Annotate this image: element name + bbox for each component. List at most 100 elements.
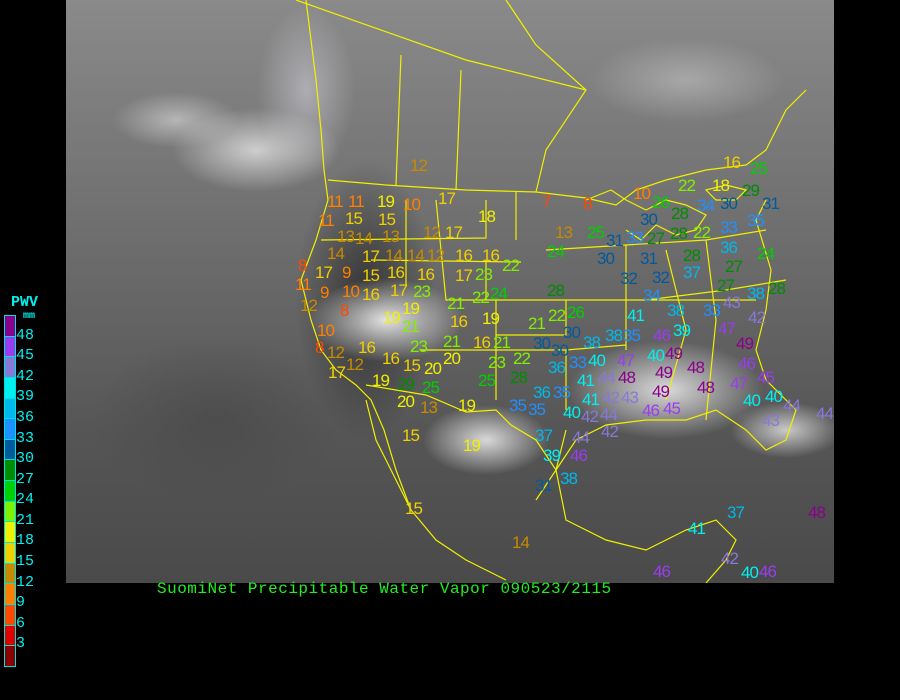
station-pwv-value: 21 [528,314,546,333]
station-pwv-value: 16 [387,263,405,282]
station-pwv-value: 30 [720,194,738,213]
legend-label: 48 [16,326,35,344]
station-pwv-value: 30 [551,341,569,360]
station-pwv-value: 26 [567,303,585,322]
legend-label: 42 [16,367,35,385]
legend-swatch [5,419,15,440]
station-pwv-value: 48 [618,368,636,387]
station-pwv-value: 16 [455,246,473,265]
station-pwv-value: 12 [300,296,318,315]
station-pwv-value: 20 [443,349,461,368]
legend-label: 33 [16,429,35,447]
station-pwv-value: 8 [583,194,593,213]
station-pwv-value: 16 [450,312,468,331]
station-pwv-value: 16 [358,338,376,357]
station-pwv-value: 10 [342,282,360,301]
station-pwv-value: 45 [757,368,775,387]
station-pwv-value: 42 [581,407,599,426]
station-pwv-value: 43 [762,411,780,430]
mexico-coast [555,469,737,583]
station-pwv-value: 22 [548,306,566,325]
legend-label: 45 [16,347,35,365]
station-pwv-value: 16 [382,349,400,368]
station-pwv-value: 22 [502,256,520,275]
legend-swatch [5,604,15,626]
station-pwv-value: 15 [378,210,396,229]
station-pwv-value: 22 [472,288,490,307]
station-pwv-value: 36 [548,358,566,377]
station-pwv-value: 16 [482,246,500,265]
us-canada-border [327,89,807,206]
station-pwv-value: 43 [723,293,741,312]
station-pwv-value: 38 [747,284,765,303]
station-pwv-value: 46 [642,401,660,420]
station-pwv-value: 17 [315,263,333,282]
station-pwv-value: 35 [747,211,765,230]
station-pwv-value: 45 [663,399,681,418]
station-pwv-value: 38 [583,333,601,352]
legend-label: 3 [16,635,26,653]
station-pwv-value: 12 [410,156,428,175]
station-pwv-value: 28 [768,279,786,298]
station-pwv-value: 31 [535,476,553,495]
station-pwv-value: 47 [617,351,635,370]
station-pwv-value: 18 [712,176,730,195]
station-pwv-value: 14 [407,246,425,265]
station-pwv-value: 40 [588,351,606,370]
station-pwv-value: 44 [600,405,618,424]
station-pwv-value: 7 [542,192,552,211]
station-pwv-value: 9 [342,263,352,282]
station-pwv-value: 49 [736,334,754,353]
station-pwv-value: 23 [488,353,506,372]
station-pwv-value: 14 [385,246,403,265]
station-pwv-value: 40 [741,563,759,582]
station-pwv-value: 36 [533,383,551,402]
legend-swatch [5,584,15,605]
station-pwv-value: 34 [643,286,661,305]
legend-swatch [5,398,15,420]
station-pwv-value: 40 [647,346,665,365]
legend-label: 12 [16,573,35,591]
legend-swatch [5,543,15,564]
station-pwv-value: 12 [427,246,445,265]
station-pwv-value: 12 [346,355,364,374]
station-pwv-value: 29 [397,375,415,394]
station-pwv-value: 20 [397,392,415,411]
station-pwv-value: 34 [697,196,715,215]
station-pwv-value: 13 [382,227,400,246]
station-pwv-value: 14 [355,229,373,248]
station-pwv-value: 15 [402,426,420,445]
legend-swatch [5,481,15,502]
station-pwv-value: 44 [783,396,801,415]
station-pwv-value: 30 [597,249,615,268]
station-pwv-value: 16 [723,153,741,172]
station-pwv-value: 21 [447,294,465,313]
station-pwv-value: 11 [295,275,312,294]
station-pwv-value: 38 [560,469,578,488]
map-caption: SuomiNet Precipitable Water Vapor 090523… [157,580,612,598]
legend-swatch [5,357,15,378]
station-pwv-value: 33 [569,353,587,372]
station-pwv-value: 48 [687,358,705,377]
station-pwv-value: 37 [535,426,553,445]
station-pwv-value: 10 [633,184,651,203]
legend-label: 21 [16,511,35,529]
station-pwv-value: 39 [673,321,691,340]
station-pwv-value: 40 [563,403,581,422]
station-pwv-value: 27 [717,276,735,295]
station-pwv-value: 24 [547,242,565,261]
station-pwv-value: 35 [509,396,527,415]
station-pwv-value: 20 [424,359,442,378]
station-pwv-value: 10 [403,195,421,214]
station-pwv-value: 26 [652,193,670,212]
legend-label: 36 [16,408,35,426]
station-pwv-value: 13 [337,227,355,246]
station-pwv-value: 31 [606,231,624,250]
legend-swatch [5,625,15,647]
state-borders [320,192,787,421]
legend-swatch [5,460,15,482]
station-pwv-value: 25 [587,223,605,242]
station-pwv-value: 46 [653,562,671,581]
station-pwv-value: 11 [348,192,365,211]
station-pwv-value: 16 [362,285,380,304]
